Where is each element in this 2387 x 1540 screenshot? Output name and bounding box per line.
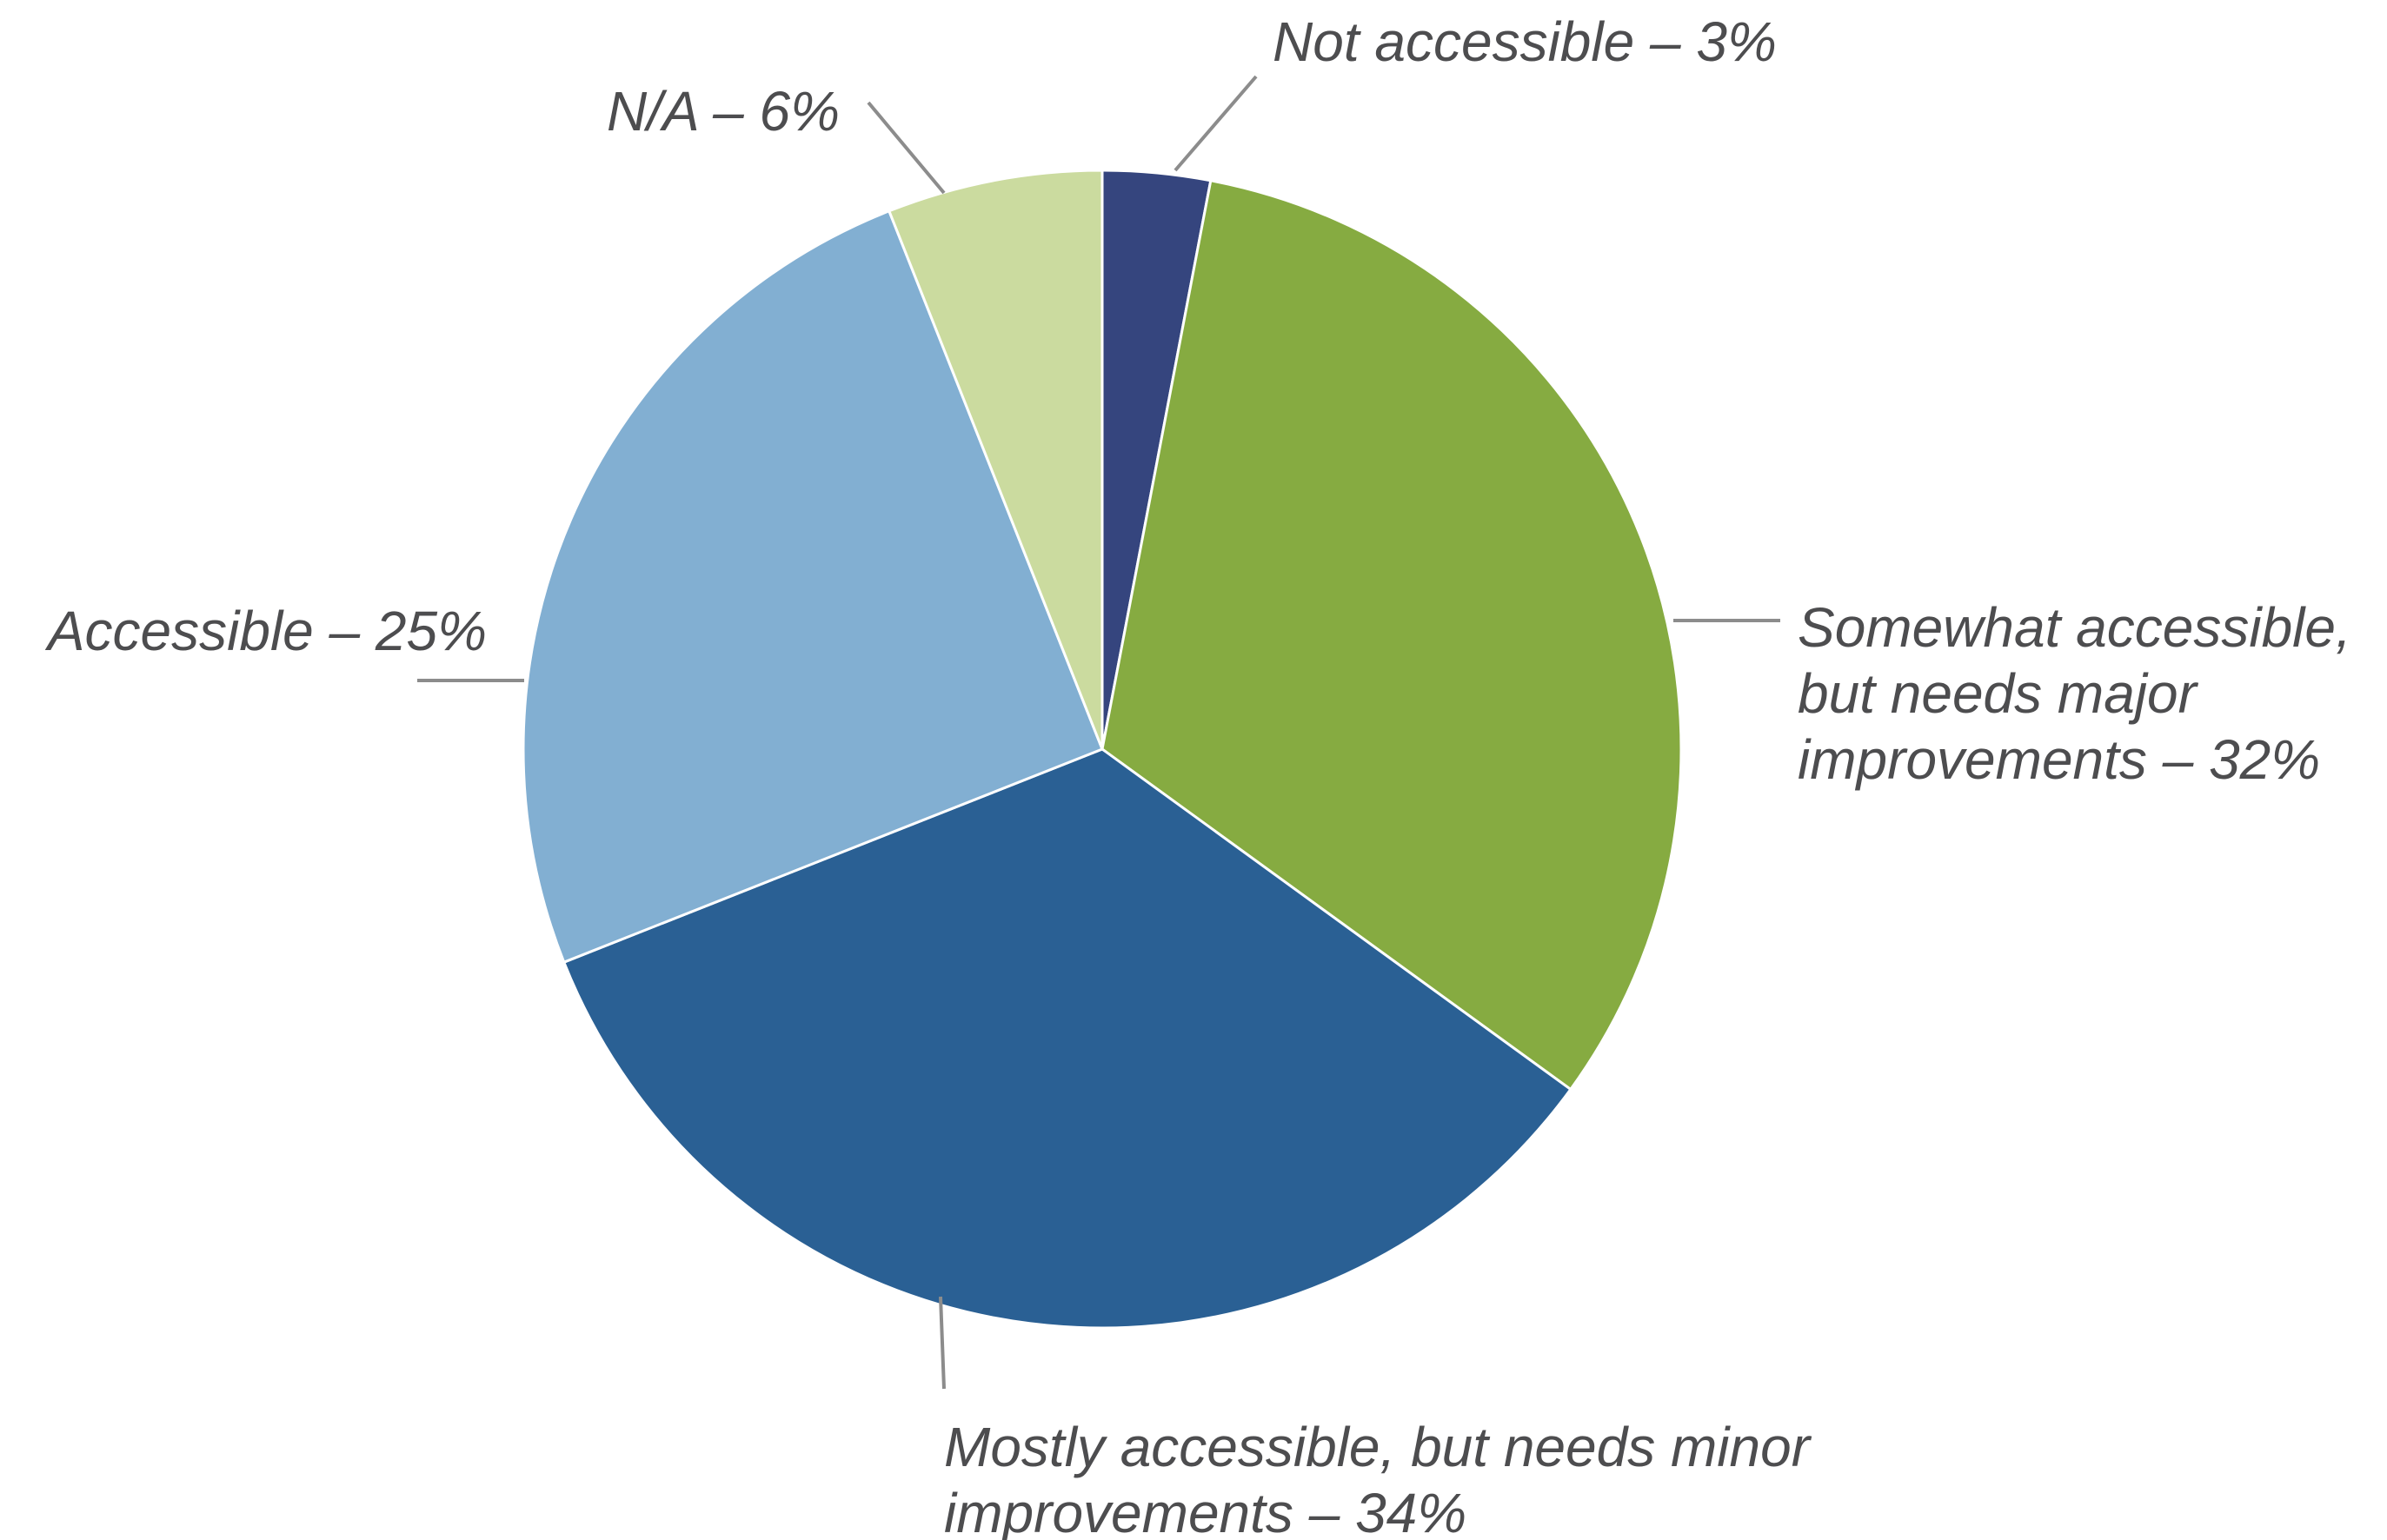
label-line: N/A – 6% — [607, 80, 840, 143]
pie-slice-accessible — [522, 209, 1104, 964]
pie-slice-na — [888, 169, 1104, 751]
label-somewhat-accessible: Somewhat accessible, but needs major impro… — [1798, 596, 2351, 791]
label-line: improvements – 34% — [944, 1482, 1466, 1540]
leader-line-not-accessible — [1174, 75, 1258, 172]
label-accessible: Accessible – 25% — [44, 600, 487, 662]
pie-slices — [522, 169, 1683, 1330]
slice-labels: Not accessible – 3% Somewhat accessible,… — [44, 10, 2351, 1540]
label-not-accessible: Not accessible – 3% — [1273, 10, 1777, 73]
leader-line-na — [867, 101, 946, 195]
label-mostly-accessible: Mostly accessible, but needs minor improv… — [944, 1416, 1812, 1540]
pie-slice-somewhat-accessible — [1100, 179, 1683, 1091]
label-line: but needs major — [1798, 662, 2199, 725]
label-line: Not accessible – 3% — [1273, 10, 1777, 73]
label-na: N/A – 6% — [607, 80, 840, 143]
label-line: improvements – 32% — [1798, 728, 2320, 791]
leader-lines — [417, 75, 1780, 1390]
label-line: Somewhat accessible, — [1798, 596, 2351, 659]
label-line: Accessible – 25% — [44, 600, 487, 662]
label-line: Mostly accessible, but needs minor — [944, 1416, 1812, 1478]
leader-line-mostly-accessible — [939, 1296, 946, 1390]
pie-slice-mostly-accessible — [562, 747, 1572, 1330]
